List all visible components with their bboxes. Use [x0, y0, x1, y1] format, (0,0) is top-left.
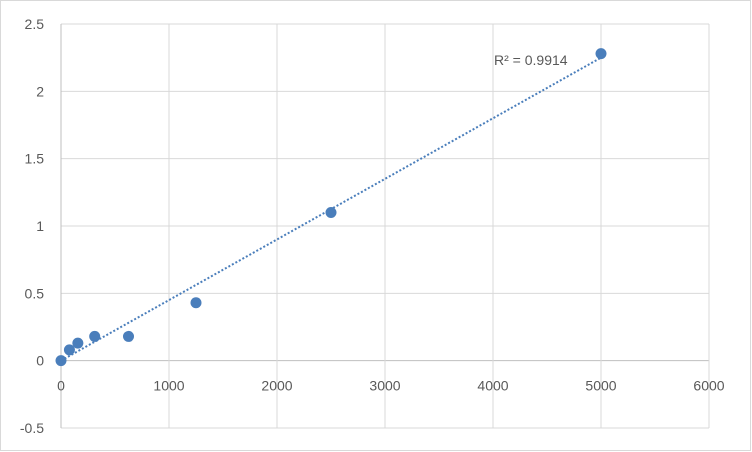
x-tick-label: 0 — [57, 378, 65, 394]
tick-labels: -0.5 0 0.5 1 1.5 2 2.5 0 1000 2000 3000 4000 5000 600… — [20, 16, 725, 436]
data-point — [190, 297, 202, 309]
y-tick-label: 0.5 — [25, 285, 45, 301]
data-point — [595, 48, 607, 60]
x-tick-label: 2000 — [261, 378, 292, 394]
data-point — [123, 330, 134, 342]
data-points — [55, 48, 607, 367]
x-tick-label: 3000 — [369, 378, 400, 394]
data-point — [63, 344, 75, 356]
x-tick-label: 4000 — [477, 378, 508, 394]
y-tick-label: 1 — [36, 218, 44, 234]
gridlines — [60, 23, 710, 429]
y-tick-label: 2.5 — [25, 16, 45, 32]
x-tick-label: 6000 — [693, 378, 724, 394]
y-tick-label: -0.5 — [20, 420, 44, 436]
data-point — [89, 330, 101, 342]
data-point — [325, 207, 337, 219]
data-point — [72, 337, 84, 349]
r-squared-annotation: R² = 0.9914 — [494, 52, 568, 68]
y-tick-label: 0 — [36, 353, 44, 369]
data-point — [55, 355, 67, 367]
y-tick-label: 1.5 — [25, 151, 45, 167]
x-tick-label: 5000 — [585, 378, 616, 394]
y-tick-label: 2 — [36, 83, 44, 99]
x-tick-label: 1000 — [153, 378, 184, 394]
